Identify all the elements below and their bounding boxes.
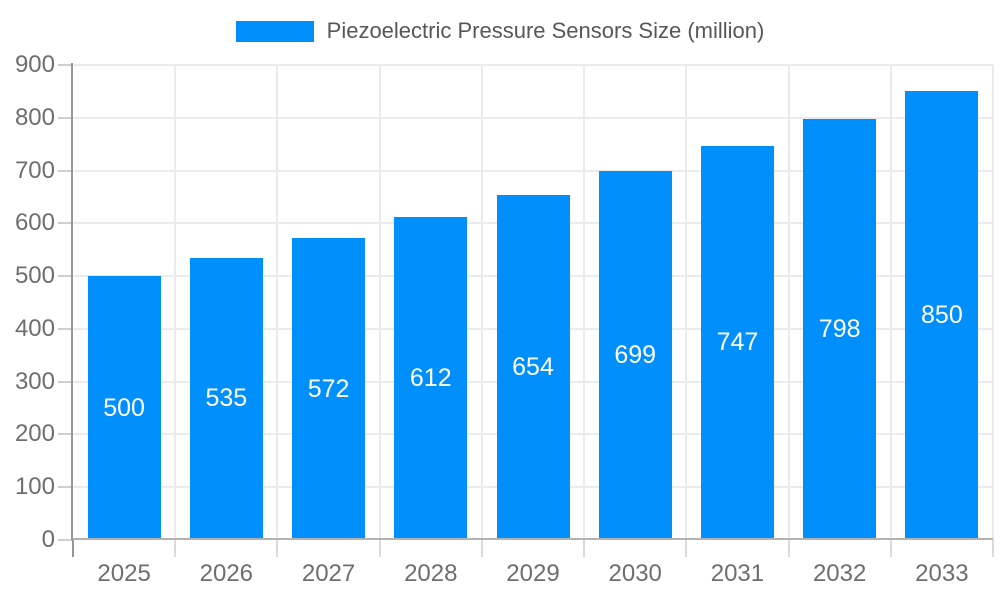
x-gridline <box>685 65 688 540</box>
x-gridline <box>276 65 279 540</box>
x-axis-tick <box>276 540 279 557</box>
x-axis-tick <box>378 540 381 557</box>
y-axis-tick <box>58 222 73 225</box>
y-axis-tick-label: 500 <box>14 262 55 290</box>
x-axis-tick-label: 2031 <box>710 560 765 587</box>
y-axis-tick <box>58 327 73 330</box>
x-gridline <box>992 65 994 540</box>
x-gridline <box>174 65 177 540</box>
bar-2025[interactable]: 500 <box>87 276 161 540</box>
bar-2033[interactable]: 850 <box>905 91 979 540</box>
y-axis-tick <box>58 486 73 489</box>
bar-value-label: 850 <box>921 301 963 330</box>
y-gridline <box>73 64 993 66</box>
y-axis-tick <box>58 380 73 383</box>
x-axis-tick-label: 2028 <box>404 560 458 587</box>
y-axis-tick <box>58 116 73 119</box>
y-axis-tick <box>58 169 73 172</box>
x-axis-tick-label: 2027 <box>301 560 356 587</box>
bar-2030[interactable]: 699 <box>598 171 672 540</box>
x-axis-tick-label: 2025 <box>97 560 151 587</box>
legend-swatch <box>235 20 314 42</box>
y-axis-tick <box>58 64 73 66</box>
y-axis-line <box>71 63 73 540</box>
x-gridline <box>378 65 381 540</box>
bar-2029[interactable]: 654 <box>496 194 570 540</box>
bar-value-label: 572 <box>307 374 350 403</box>
y-axis-tick <box>58 433 73 436</box>
x-axis-tick-label: 2026 <box>199 560 254 587</box>
x-axis-tick-label: 2033 <box>915 560 969 587</box>
x-axis-tick <box>889 540 892 557</box>
bar-2032[interactable]: 798 <box>803 118 877 540</box>
x-axis-tick <box>583 540 586 557</box>
bar-2031[interactable]: 747 <box>700 145 774 540</box>
x-gridline <box>787 65 790 540</box>
x-gridline <box>889 65 892 540</box>
x-axis-tick <box>685 540 688 557</box>
x-axis-tick-label: 2029 <box>506 560 560 587</box>
bar-value-label: 612 <box>409 364 452 392</box>
bar-2027[interactable]: 572 <box>292 238 366 540</box>
y-axis-tick-label: 200 <box>14 420 55 448</box>
x-axis-tick <box>174 540 177 557</box>
y-axis-tick <box>58 275 73 278</box>
x-axis-tick <box>992 540 994 557</box>
bar-value-label: 747 <box>716 328 759 357</box>
y-gridline <box>73 116 993 119</box>
x-axis-tick <box>72 540 74 557</box>
bar-2028[interactable]: 612 <box>394 217 468 540</box>
y-axis-tick-label: 800 <box>14 103 55 131</box>
bar-value-label: 500 <box>103 393 145 422</box>
legend-item[interactable]: Piezoelectric Pressure Sensors Size (mil… <box>0 19 1000 43</box>
x-axis-tick <box>480 540 483 557</box>
bar-value-label: 654 <box>512 352 554 381</box>
x-axis-tick-label: 2030 <box>608 560 662 587</box>
y-gridline <box>73 169 993 172</box>
y-axis-tick-label: 700 <box>14 156 55 184</box>
x-gridline <box>583 65 586 540</box>
y-axis-tick-label: 100 <box>14 473 55 501</box>
bar-value-label: 798 <box>818 314 861 343</box>
bar-value-label: 699 <box>614 341 657 370</box>
x-axis-tick-label: 2032 <box>812 560 867 587</box>
y-axis-tick-label: 400 <box>14 314 55 342</box>
legend-label: Piezoelectric Pressure Sensors Size (mil… <box>326 18 765 43</box>
bar-2026[interactable]: 535 <box>189 257 263 540</box>
y-axis-tick <box>58 539 73 541</box>
x-axis-line <box>73 538 993 540</box>
y-axis-tick-label: 0 <box>41 526 55 553</box>
x-gridline <box>480 65 483 540</box>
y-axis-tick-label: 300 <box>14 367 55 395</box>
y-axis-tick-label: 600 <box>14 209 55 237</box>
x-axis-tick <box>787 540 790 557</box>
y-axis-tick-label: 900 <box>14 51 55 78</box>
bar-value-label: 535 <box>205 384 248 413</box>
